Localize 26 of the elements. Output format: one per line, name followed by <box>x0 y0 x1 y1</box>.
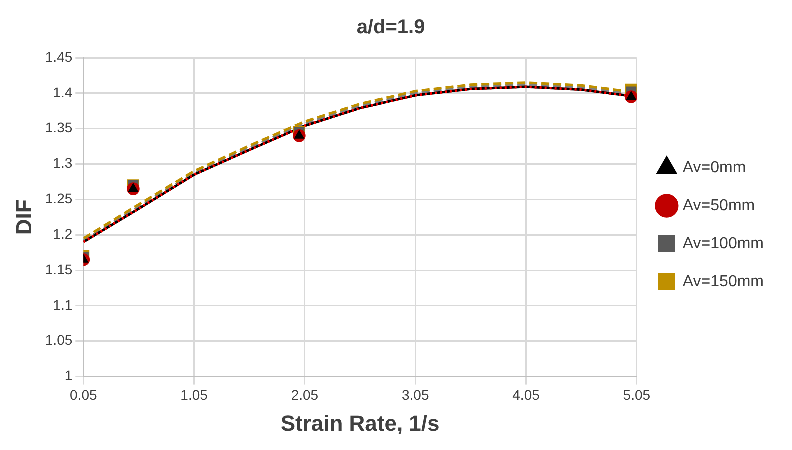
legend-label: Av=150mm <box>682 273 764 290</box>
point <box>128 184 138 192</box>
x-tick-label: 2.05 <box>291 387 319 404</box>
y-tick-label: 1 <box>64 368 73 384</box>
y-axis-title: DIF <box>11 200 36 236</box>
x-tick-label: 5.05 <box>623 387 651 404</box>
x-tick-label: 1.05 <box>180 387 208 404</box>
y-tick-label: 1.45 <box>45 48 73 65</box>
y-tick-label: 1.1 <box>53 296 73 313</box>
y-tick-label: 1.2 <box>53 226 73 242</box>
y-tick-label: 1.05 <box>45 332 73 348</box>
y-tick-label: 1.4 <box>53 84 73 100</box>
y-tick-label: 1.15 <box>45 261 73 278</box>
legend-label: Av=50mm <box>682 197 756 214</box>
y-tick-label: 1.35 <box>45 120 73 136</box>
point <box>294 130 304 139</box>
point <box>626 91 636 100</box>
legend-label: Av=0mm <box>682 159 746 176</box>
x-tick-label: 4.05 <box>512 387 540 404</box>
x-tick-label: 3.05 <box>402 387 430 404</box>
x-axis-title: Strain Rate, 1/s <box>280 410 440 436</box>
chart-title: a/d=1.9 <box>356 16 426 39</box>
x-tick-label: 0.05 <box>70 387 98 404</box>
y-tick-label: 1.25 <box>45 190 73 207</box>
legend-label: Av=100mm <box>682 235 764 252</box>
y-tick-label: 1.3 <box>53 155 73 172</box>
